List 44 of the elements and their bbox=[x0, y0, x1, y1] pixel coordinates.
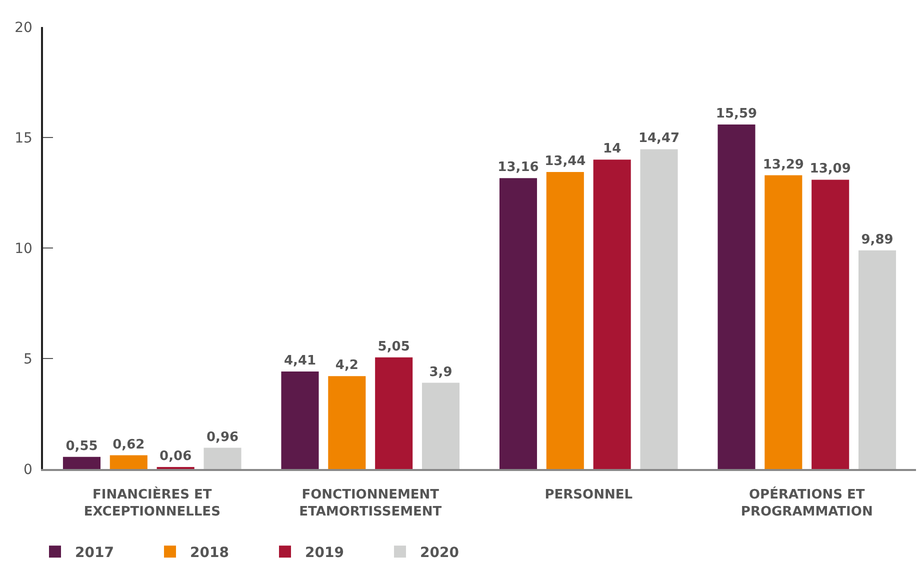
bar bbox=[62, 456, 101, 469]
bar bbox=[499, 178, 538, 469]
bar bbox=[718, 124, 756, 469]
x-tick-label: PERSONNEL bbox=[544, 487, 633, 502]
bar bbox=[110, 455, 148, 469]
y-tick-label: 0 bbox=[24, 462, 32, 478]
data-label: 13,16 bbox=[498, 160, 539, 176]
legend-label: 2017 bbox=[75, 545, 114, 562]
bar bbox=[281, 372, 319, 469]
bar bbox=[593, 160, 631, 469]
bar bbox=[640, 149, 678, 469]
x-tick-label: FINANCIÈRES ET EXCEPTIONNELLES bbox=[84, 485, 220, 520]
bar bbox=[204, 448, 242, 469]
legend-label: 2018 bbox=[190, 545, 229, 562]
y-tick-label: 10 bbox=[14, 240, 32, 257]
data-label: 4,2 bbox=[335, 358, 358, 374]
data-label: 0,55 bbox=[66, 438, 98, 454]
legend-label: 2020 bbox=[420, 545, 460, 562]
data-label: 14 bbox=[603, 142, 622, 157]
data-label: 5,05 bbox=[378, 339, 410, 354]
y-tick-label: 15 bbox=[14, 130, 32, 146]
y-tick-label: 20 bbox=[14, 20, 32, 36]
x-tick-label: FONCTIONNEMENT ETAMORTISSEMENT bbox=[299, 487, 442, 520]
bar bbox=[328, 376, 366, 469]
data-label: 13,44 bbox=[544, 154, 586, 169]
bar bbox=[812, 180, 850, 469]
data-label: 13,29 bbox=[762, 157, 804, 172]
bar bbox=[858, 250, 896, 469]
legend-label: 2019 bbox=[305, 545, 344, 562]
data-label: 0,06 bbox=[160, 449, 192, 464]
y-tick-label: 5 bbox=[24, 351, 32, 368]
data-label: 0,62 bbox=[112, 437, 145, 452]
data-label: 4,41 bbox=[284, 354, 316, 369]
data-label: 3,9 bbox=[429, 364, 452, 380]
data-label: 15,59 bbox=[716, 106, 758, 122]
bar bbox=[375, 357, 413, 469]
bar bbox=[422, 382, 460, 469]
data-label: 14,47 bbox=[638, 131, 680, 146]
bar bbox=[546, 172, 584, 469]
bar bbox=[764, 175, 802, 469]
data-label: 13,09 bbox=[810, 162, 851, 177]
data-label: 0,96 bbox=[206, 430, 239, 445]
data-label: 9,89 bbox=[861, 232, 894, 248]
x-tick-label: OPÉRATIONS ET PROGRAMMATION bbox=[740, 485, 873, 520]
